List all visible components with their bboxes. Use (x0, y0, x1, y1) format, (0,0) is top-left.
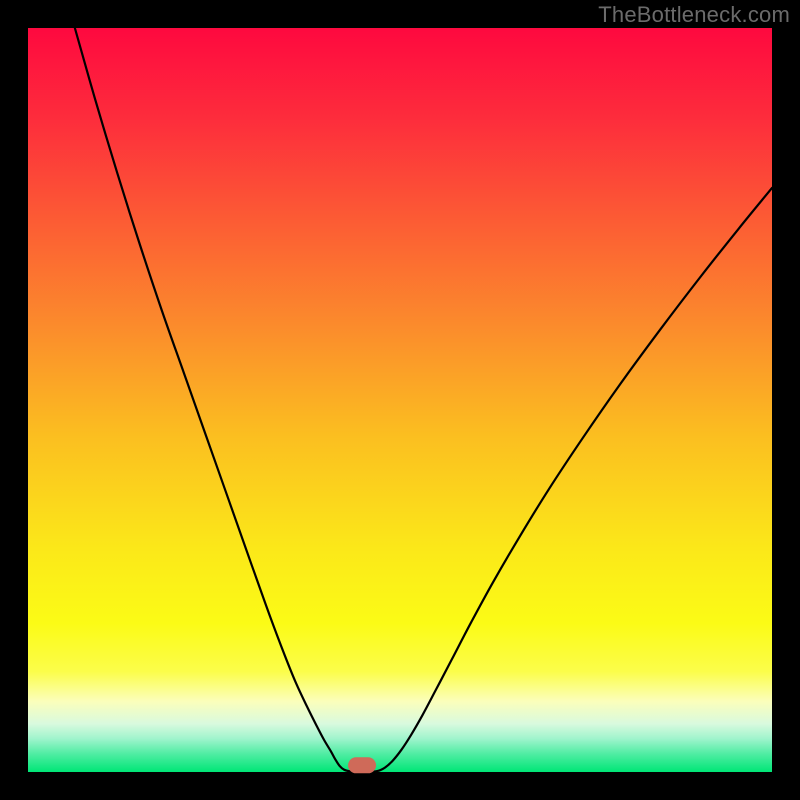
chart-container: TheBottleneck.com (0, 0, 800, 800)
plot-background (28, 28, 772, 772)
optimal-marker (348, 757, 376, 773)
bottleneck-chart (0, 0, 800, 800)
watermark-text: TheBottleneck.com (598, 2, 790, 28)
